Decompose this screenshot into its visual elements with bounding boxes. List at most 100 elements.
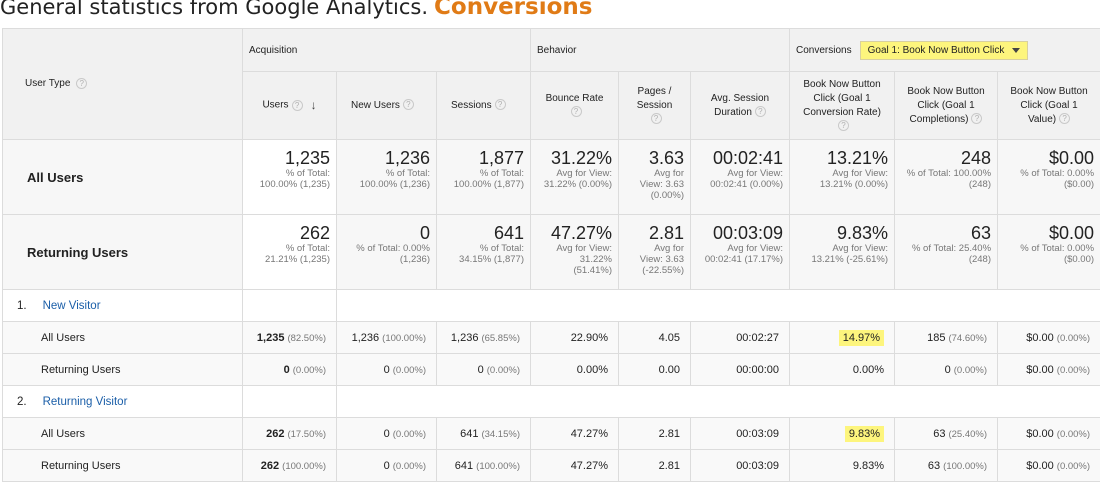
col-conv-label-3: Conversion Rate) (803, 106, 881, 118)
row-label: All Users (2, 321, 243, 354)
help-icon[interactable]: ? (76, 78, 88, 90)
summary-sub: % of Total: 25.40% (911, 243, 992, 254)
summary-row-returning-users: Returning Users 262% of Total: 21.21% (1,… (2, 214, 1100, 290)
acquisition-group-header: Acquisition (242, 28, 531, 72)
segment-spacer (242, 289, 337, 322)
summary-sub: Avg for View: (556, 168, 612, 179)
summary-sub: 31.22% (0.00%) (543, 179, 612, 190)
cell-value-col: $0.00 (0.00%) (997, 417, 1100, 450)
help-icon[interactable]: ? (494, 99, 506, 111)
segment-row-returning-visitor: 2. Returning Visitor (2, 385, 1100, 418)
segment-number: 1. (17, 299, 27, 312)
segment-spacer (242, 385, 337, 418)
col-value[interactable]: Book Now Button Click (Goal 1 Value)? (997, 71, 1100, 140)
summary-cell: 63% of Total: 25.40% (248) (894, 214, 999, 290)
summary-sub: Avg for View: (832, 243, 889, 254)
cell-comp: 0 (0.00%) (894, 353, 999, 386)
cell-pct: (0.00%) (1056, 460, 1091, 472)
analytics-table: User Type ? Acquisition Behavior Convers… (2, 28, 1100, 482)
cell-sessions: 0 (0.00%) (436, 353, 531, 386)
goal-select[interactable]: Goal 1: Book Now Button Click (859, 40, 1029, 60)
cell-value: $0.00 (1026, 331, 1054, 344)
col-new-users[interactable]: New Users? (336, 71, 437, 140)
cell-bounce: 47.27% (530, 449, 619, 482)
cell-pct: (0.00%) (953, 364, 988, 376)
summary-sub: (1,236) (399, 254, 430, 265)
segment-link[interactable]: New Visitor (42, 299, 101, 312)
col-comp-label-3: Completions) (909, 113, 969, 125)
cell-duration: 00:02:27 (689, 321, 791, 354)
highlighted-value: 9.83% (844, 425, 885, 442)
segment-link[interactable]: Returning Visitor (42, 395, 128, 408)
col-sessions-label: Sessions (451, 99, 492, 111)
col-pages-session[interactable]: Pages / Session? (618, 71, 691, 140)
cell-value: $0.00 (1026, 363, 1054, 376)
help-icon[interactable]: ? (754, 106, 766, 118)
col-conversion-rate[interactable]: Book Now Button Click (Goal 1 Conversion R… (789, 71, 896, 140)
col-users[interactable]: Users? ↓ (242, 71, 337, 140)
summary-sub: 00:02:41 (0.00%) (710, 179, 784, 190)
summary-sub: (51.41%) (573, 265, 612, 276)
summary-sub: % of Total: (479, 243, 524, 254)
summary-label: Returning Users (2, 214, 243, 290)
row-label: Returning Users (2, 353, 243, 386)
cell-bounce: 22.90% (530, 321, 619, 354)
summary-sub: Avg for (654, 243, 684, 254)
summary-sub: Avg for (654, 168, 684, 179)
cell-comp: 63 (100.00%) (894, 449, 999, 482)
table-row[interactable]: All Users 1,235 (82.50%) 1,236 (100.00%) 1… (2, 321, 1100, 354)
col-comp-label-2: Click (Goal 1 (917, 99, 975, 111)
table-row[interactable]: Returning Users 0 (0.00%) 0 (0.00%) 0 (0.00… (2, 353, 1100, 386)
help-icon[interactable]: ? (838, 120, 850, 132)
cell-pct: (0.00%) (486, 364, 520, 376)
col-pages-label-1: Pages / (637, 85, 672, 97)
summary-sub: % of Total: (285, 168, 330, 179)
cell-pct: (100.00%) (282, 460, 326, 472)
summary-value: 13.21% (826, 148, 889, 168)
help-icon[interactable]: ? (291, 99, 303, 111)
cell-pct: (100.00%) (382, 332, 426, 344)
table-row[interactable]: All Users 262 (17.50%) 0 (0.00%) 641 (34.15… (2, 417, 1100, 450)
summary-cell: 00:03:09 Avg for View: 00:02:41 (17.17%) (689, 214, 791, 290)
col-bounce-rate[interactable]: Bounce Rate? (530, 71, 619, 140)
help-icon[interactable]: ? (650, 113, 662, 125)
summary-sub: (-22.55%) (642, 265, 684, 276)
sort-down-icon[interactable]: ↓ (310, 98, 317, 113)
conversions-label: Conversions (796, 44, 852, 56)
summary-label: All Users (2, 139, 243, 215)
summary-sub: % of Total: 0.00% (1020, 168, 1095, 179)
cell-pct: (65.85%) (481, 332, 520, 344)
col-sessions[interactable]: Sessions? (436, 71, 531, 140)
summary-sub: % of Total: (385, 168, 430, 179)
row-label: All Users (2, 417, 243, 450)
help-icon[interactable]: ? (971, 113, 983, 125)
col-val-label-1: Book Now Button (1010, 85, 1088, 97)
summary-cell: 1,236% of Total: 100.00% (1,236) (336, 139, 437, 215)
help-icon[interactable]: ? (402, 99, 414, 111)
summary-sub: ($0.00) (1063, 179, 1095, 190)
cell-pages: 2.81 (618, 449, 691, 482)
col-val-label-2: Click (Goal 1 (1020, 99, 1078, 111)
row-label: Returning Users (2, 449, 243, 482)
summary-sub: (0.00%) (650, 190, 684, 201)
cell-conv: 0.00% (789, 353, 896, 386)
col-completions[interactable]: Book Now Button Click (Goal 1 Completions)… (894, 71, 999, 140)
col-pages-label-2: Session (636, 99, 673, 111)
cell-pct: (0.00%) (292, 364, 326, 376)
col-avg-session-duration[interactable]: Avg. Session Duration? (689, 71, 791, 140)
cell-comp: 185 (74.60%) (894, 321, 999, 354)
summary-value: 9.83% (836, 223, 889, 243)
summary-cell: 00:02:41 Avg for View: 00:02:41 (0.00%) (689, 139, 791, 215)
summary-cell: 1,235% of Total: 100.00% (1,235) (242, 139, 337, 215)
cell-conv: 14.97% (789, 321, 896, 354)
cell-value: 0 (383, 427, 390, 440)
summary-cell: 1,877% of Total: 100.00% (1,877) (436, 139, 531, 215)
table-row[interactable]: Returning Users 262 (100.00%) 0 (0.00%) 64… (2, 449, 1100, 482)
heading-accent: Conversions (434, 0, 593, 20)
summary-sub: 13.21% (-25.61%) (811, 254, 889, 265)
conversions-group-header: Conversions Goal 1: Book Now Button Clic… (789, 28, 1100, 72)
help-icon[interactable]: ? (1059, 113, 1071, 125)
summary-cell: $0.00% of Total: 0.00% ($0.00) (997, 139, 1100, 215)
cell-sessions: 1,236 (65.85%) (436, 321, 531, 354)
help-icon[interactable]: ? (570, 106, 582, 118)
